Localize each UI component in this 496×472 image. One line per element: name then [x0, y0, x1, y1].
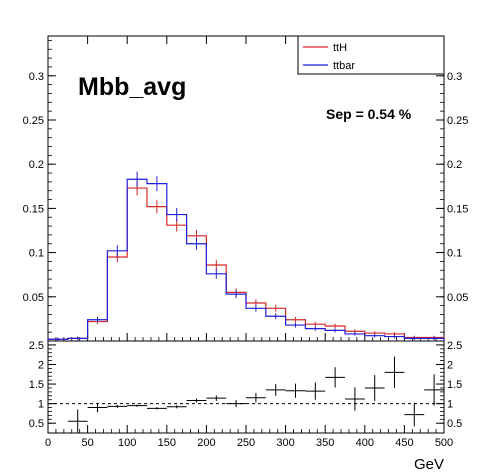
x-tick-label: 200 — [197, 437, 215, 449]
ratio-y-tick-label-left: 2.5 — [29, 340, 44, 352]
x-tick-label: 250 — [237, 437, 255, 449]
ratio-y-tick-label-left: 0.5 — [29, 418, 44, 430]
y-tick-label-right: 0.1 — [447, 248, 462, 260]
y-tick-label-left: 0.1 — [29, 248, 44, 260]
x-tick-label: 500 — [435, 437, 453, 449]
ratio-y-tick-label-right: 1.5 — [447, 379, 462, 391]
ratio-series — [48, 356, 444, 433]
histogram-ttbar — [47, 178, 445, 341]
y-tick-label-right: 0.25 — [447, 115, 468, 127]
x-tick-label: 450 — [395, 437, 413, 449]
legend-box — [297, 35, 445, 75]
x-tick-label: 350 — [316, 437, 334, 449]
chart-title: Mbb_avg — [78, 73, 186, 101]
separation-annotation: Sep = 0.54 % — [326, 106, 412, 122]
y-tick-label-right: 0.15 — [447, 203, 468, 215]
y-tick-label-left: 0.3 — [29, 71, 44, 83]
ratio-y-tick-label-right: 1 — [447, 399, 453, 411]
legend: ttH ttbar — [297, 35, 445, 75]
legend-label-ttbar: ttbar — [333, 60, 355, 72]
ratio-y-tick-label-right: 2.5 — [447, 340, 462, 352]
x-tick-label: 150 — [158, 437, 176, 449]
y-tick-label-left: 0.2 — [29, 159, 44, 171]
y-tick-label-right: 0.3 — [447, 71, 462, 83]
ratio-y-tick-label-left: 1 — [38, 399, 44, 411]
x-tick-label: 300 — [276, 437, 294, 449]
x-tick-label: 0 — [45, 437, 51, 449]
y-tick-label-right: 0.2 — [447, 159, 462, 171]
y-tick-label-left: 0.15 — [23, 203, 44, 215]
x-tick-label: 100 — [118, 437, 136, 449]
ratio-y-axis: 0.5 0.5 1 1 1.5 1.5 2 2 2.5 2.5 — [29, 340, 463, 430]
legend-label-tth: ttH — [333, 42, 347, 54]
ratio-y-tick-label-left: 1.5 — [29, 379, 44, 391]
histogram-series — [47, 171, 445, 341]
x-tick-label: 400 — [356, 437, 374, 449]
ratio-y-tick-label-left: 2 — [38, 359, 44, 371]
ratio-y-tick-label-right: 0.5 — [447, 418, 462, 430]
main-y-axis: 0.05 0.05 0.1 0.1 0.15 0.15 0.2 0.2 0.25 0.25 0.3 0… — [23, 40, 468, 333]
ratio-y-tick-label-right: 2 — [447, 359, 453, 371]
x-axis-title: GeV — [414, 456, 444, 472]
y-tick-label-right: 0.05 — [447, 292, 468, 304]
x-tick-label: 50 — [81, 437, 93, 449]
y-tick-label-left: 0.05 — [23, 292, 44, 304]
y-tick-label-left: 0.25 — [23, 115, 44, 127]
x-axis: 0 50 100 150 200 250 300 350 400 450 500 — [45, 36, 453, 449]
